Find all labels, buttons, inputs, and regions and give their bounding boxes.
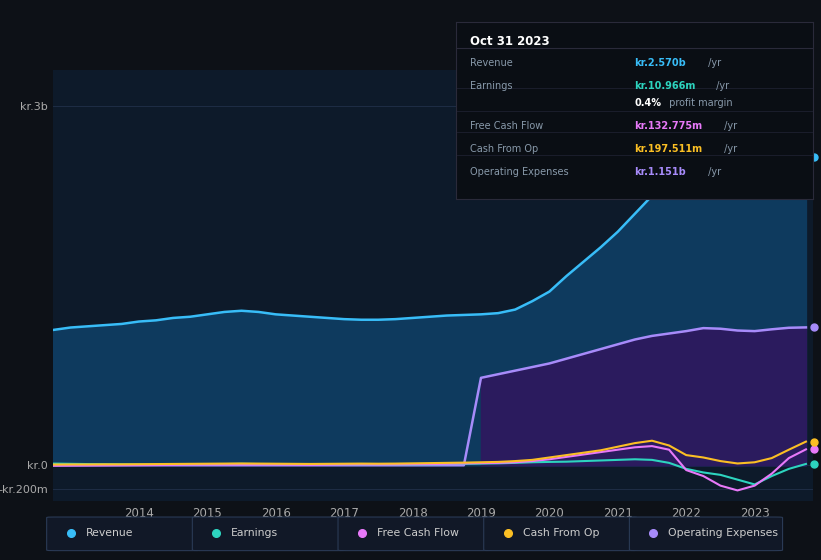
Text: Operating Expenses: Operating Expenses: [470, 167, 569, 177]
Text: Oct 31 2023: Oct 31 2023: [470, 35, 549, 48]
Text: Free Cash Flow: Free Cash Flow: [377, 529, 459, 538]
Text: /yr: /yr: [705, 58, 721, 68]
Text: kr.132.775m: kr.132.775m: [635, 121, 702, 131]
Text: profit margin: profit margin: [666, 98, 732, 108]
Text: Cash From Op: Cash From Op: [522, 529, 599, 538]
Text: kr.10.966m: kr.10.966m: [635, 81, 695, 91]
Text: Earnings: Earnings: [232, 529, 278, 538]
Text: Earnings: Earnings: [470, 81, 512, 91]
Text: kr.197.511m: kr.197.511m: [635, 144, 702, 154]
Text: Operating Expenses: Operating Expenses: [668, 529, 778, 538]
FancyBboxPatch shape: [47, 517, 200, 550]
FancyBboxPatch shape: [630, 517, 782, 550]
Text: /yr: /yr: [713, 81, 729, 91]
FancyBboxPatch shape: [484, 517, 637, 550]
Text: Free Cash Flow: Free Cash Flow: [470, 121, 544, 131]
Text: kr.1.151b: kr.1.151b: [635, 167, 686, 177]
Text: /yr: /yr: [721, 144, 736, 154]
Text: 0.4%: 0.4%: [635, 98, 661, 108]
FancyBboxPatch shape: [338, 517, 491, 550]
Text: /yr: /yr: [705, 167, 721, 177]
FancyBboxPatch shape: [192, 517, 346, 550]
Text: kr.2.570b: kr.2.570b: [635, 58, 686, 68]
Text: Revenue: Revenue: [85, 529, 133, 538]
Text: Cash From Op: Cash From Op: [470, 144, 539, 154]
Text: /yr: /yr: [721, 121, 736, 131]
Text: Revenue: Revenue: [470, 58, 512, 68]
